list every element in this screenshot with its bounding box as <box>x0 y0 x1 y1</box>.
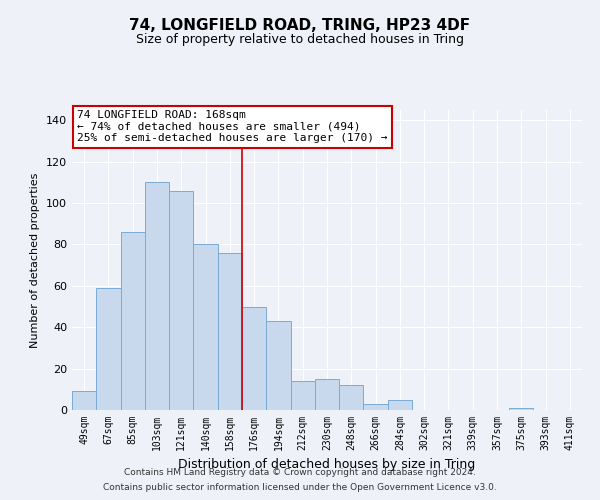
Text: Size of property relative to detached houses in Tring: Size of property relative to detached ho… <box>136 32 464 46</box>
Bar <box>72 392 96 410</box>
Bar <box>388 400 412 410</box>
Text: 74, LONGFIELD ROAD, TRING, HP23 4DF: 74, LONGFIELD ROAD, TRING, HP23 4DF <box>130 18 470 32</box>
Bar <box>242 306 266 410</box>
Bar <box>193 244 218 410</box>
Bar <box>266 321 290 410</box>
Text: Contains HM Land Registry data © Crown copyright and database right 2024.: Contains HM Land Registry data © Crown c… <box>124 468 476 477</box>
Bar <box>364 404 388 410</box>
Bar <box>509 408 533 410</box>
X-axis label: Distribution of detached houses by size in Tring: Distribution of detached houses by size … <box>178 458 476 471</box>
Bar <box>169 190 193 410</box>
Bar <box>315 379 339 410</box>
Text: Contains public sector information licensed under the Open Government Licence v3: Contains public sector information licen… <box>103 483 497 492</box>
Bar <box>121 232 145 410</box>
Bar <box>218 253 242 410</box>
Bar <box>290 381 315 410</box>
Bar <box>145 182 169 410</box>
Text: 74 LONGFIELD ROAD: 168sqm
← 74% of detached houses are smaller (494)
25% of semi: 74 LONGFIELD ROAD: 168sqm ← 74% of detac… <box>77 110 388 143</box>
Y-axis label: Number of detached properties: Number of detached properties <box>31 172 40 348</box>
Bar <box>96 288 121 410</box>
Bar <box>339 385 364 410</box>
